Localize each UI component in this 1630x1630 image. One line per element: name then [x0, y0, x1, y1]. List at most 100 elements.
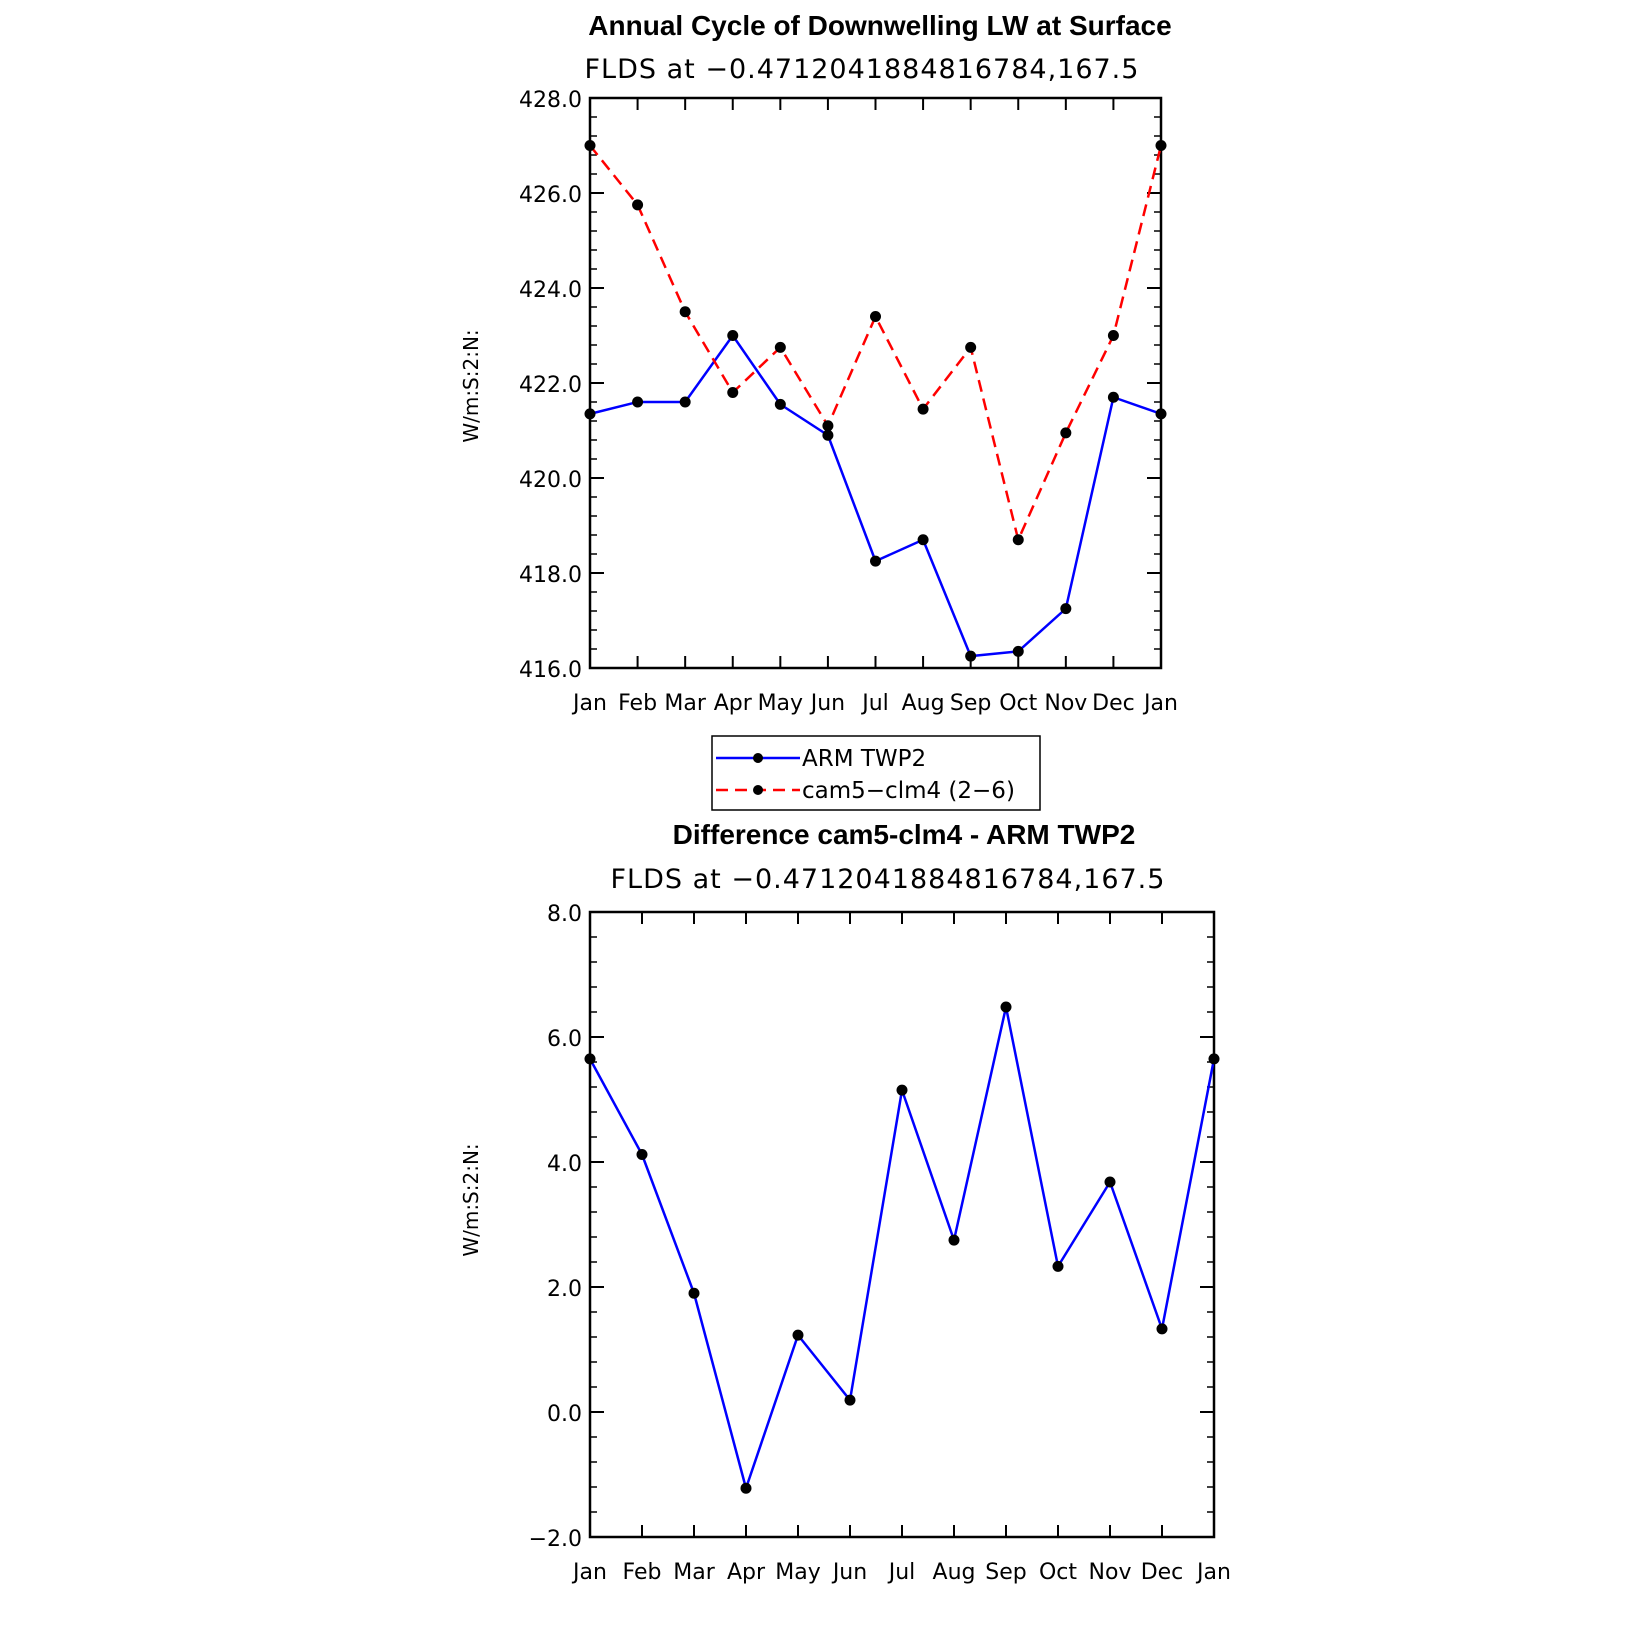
x-tick-label: Mar: [673, 1560, 715, 1585]
data-point: [1000, 1001, 1012, 1013]
data-point: [679, 396, 691, 408]
data-point: [870, 555, 881, 567]
x-tick-label: Feb: [618, 691, 657, 716]
data-point: [1052, 1260, 1064, 1272]
x-tick-label: Jul: [860, 691, 889, 716]
plot-area: Jan Feb Mar Apr May Jun Jul Aug Sep Oct Nov Dec Jan −…: [529, 902, 1231, 1585]
plot-area: Jan Feb Mar Apr May Jun Jul Aug Sep Oct Nov Dec Jan 4…: [519, 88, 1178, 716]
y-tick-label: 416.0: [519, 658, 582, 683]
data-point: [1155, 140, 1167, 151]
y-tick-label: 8.0: [547, 902, 582, 927]
x-tick-label: Jan: [1195, 1560, 1231, 1585]
y-tick-label: 422.0: [519, 373, 582, 398]
data-point: [822, 420, 834, 432]
chart-annual-cycle: Annual Cycle of Downwelling LW at Surfac…: [459, 10, 1178, 811]
x-tick-label: Jun: [831, 1560, 867, 1585]
chart-title: Annual Cycle of Downwelling LW at Surfac…: [588, 10, 1171, 41]
series-line-0: [589, 334, 1162, 658]
x-tick-label: May: [775, 1560, 820, 1585]
x-tick-label: Jan: [571, 1560, 607, 1585]
chart-subtitle: FLDS at −0.4712041884816784,167.5: [585, 54, 1140, 85]
plot-frame: [588, 910, 1216, 1539]
x-tick-label: Apr: [714, 691, 753, 716]
chart-subtitle: FLDS at −0.4712041884816784,167.5: [611, 864, 1166, 895]
y-tick-label: 418.0: [519, 563, 582, 588]
x-tick-label: Apr: [727, 1560, 766, 1585]
x-tick-label: Aug: [933, 1560, 976, 1585]
data-point: [948, 1234, 960, 1246]
x-tick-label: Dec: [1141, 1560, 1184, 1585]
y-tick-label: 2.0: [547, 1277, 582, 1302]
x-tick-label: Mar: [664, 691, 706, 716]
data-point: [740, 1482, 752, 1494]
y-axis-label: W/m:S:2:N:: [459, 329, 483, 442]
data-point: [965, 341, 977, 353]
x-tick-label: Jun: [809, 691, 845, 716]
y-tick-label: 426.0: [519, 183, 582, 208]
data-point: [1060, 427, 1072, 439]
x-tick-label: Feb: [623, 1560, 662, 1585]
data-point: [1208, 1053, 1220, 1065]
chart-title: Difference cam5-clm4 - ARM TWP2: [673, 819, 1136, 850]
y-tick-label: 424.0: [519, 278, 582, 303]
data-point: [774, 341, 786, 353]
data-point: [917, 403, 929, 415]
x-tick-label: Nov: [1089, 1560, 1132, 1585]
x-tick-label: Oct: [999, 691, 1037, 716]
data-point: [727, 387, 739, 398]
legend-box: [711, 735, 1041, 811]
data-point: [1012, 534, 1024, 546]
y-tick-label: 428.0: [519, 88, 582, 113]
series-line-1: [589, 144, 1163, 541]
x-tick-label: Oct: [1039, 1560, 1077, 1585]
x-tick-label: Jul: [887, 1560, 916, 1585]
legend-label-arm: ARM TWP2: [802, 746, 926, 772]
data-point: [870, 311, 881, 322]
data-point: [792, 1329, 804, 1341]
data-point: [1060, 603, 1072, 615]
data-point: [727, 330, 739, 341]
legend: ARM TWP2 cam5−clm4 (2−6): [711, 735, 1041, 811]
data-point: [844, 1394, 856, 1406]
data-point: [584, 140, 596, 151]
data-point: [822, 429, 834, 441]
data-point: [636, 1149, 648, 1160]
x-tick-label: Aug: [902, 691, 945, 716]
data-point: [632, 396, 644, 408]
y-axis-label: W/m:S:2:N:: [459, 1143, 483, 1256]
x-tick-label: Dec: [1092, 691, 1135, 716]
data-point: [1107, 330, 1119, 341]
x-tick-label: Jan: [571, 691, 607, 716]
data-point: [584, 408, 596, 420]
data-point: [1012, 645, 1024, 657]
data-point: [896, 1084, 908, 1096]
data-point: [774, 398, 786, 410]
data-point: [1156, 1323, 1168, 1335]
x-tick-label: Sep: [985, 1560, 1026, 1585]
legend-marker-arm: [753, 753, 763, 763]
x-tick-label: Jan: [1142, 691, 1178, 716]
data-point: [1107, 391, 1119, 403]
data-point: [584, 1053, 596, 1065]
series-line-0: [588, 1005, 1216, 1490]
y-tick-label: 4.0: [547, 1152, 582, 1177]
data-point: [1104, 1176, 1116, 1188]
data-point: [688, 1287, 700, 1299]
plot-frame: [588, 96, 1163, 670]
y-tick-label: 6.0: [547, 1027, 582, 1052]
data-point: [965, 650, 977, 662]
data-point: [632, 199, 644, 211]
data-point: [917, 534, 929, 546]
legend-marker-cam5: [753, 785, 763, 795]
x-tick-label: May: [758, 691, 803, 716]
y-tick-label: 420.0: [519, 468, 582, 493]
data-point: [679, 306, 691, 318]
data-point: [1155, 408, 1167, 420]
y-tick-label: 0.0: [547, 1402, 582, 1427]
x-tick-label: Sep: [950, 691, 991, 716]
chart-difference: Difference cam5-clm4 - ARM TWP2 FLDS at …: [459, 819, 1231, 1585]
legend-label-cam5: cam5−clm4 (2−6): [802, 778, 1015, 804]
x-tick-label: Nov: [1044, 691, 1087, 716]
y-tick-label: −2.0: [529, 1527, 582, 1552]
